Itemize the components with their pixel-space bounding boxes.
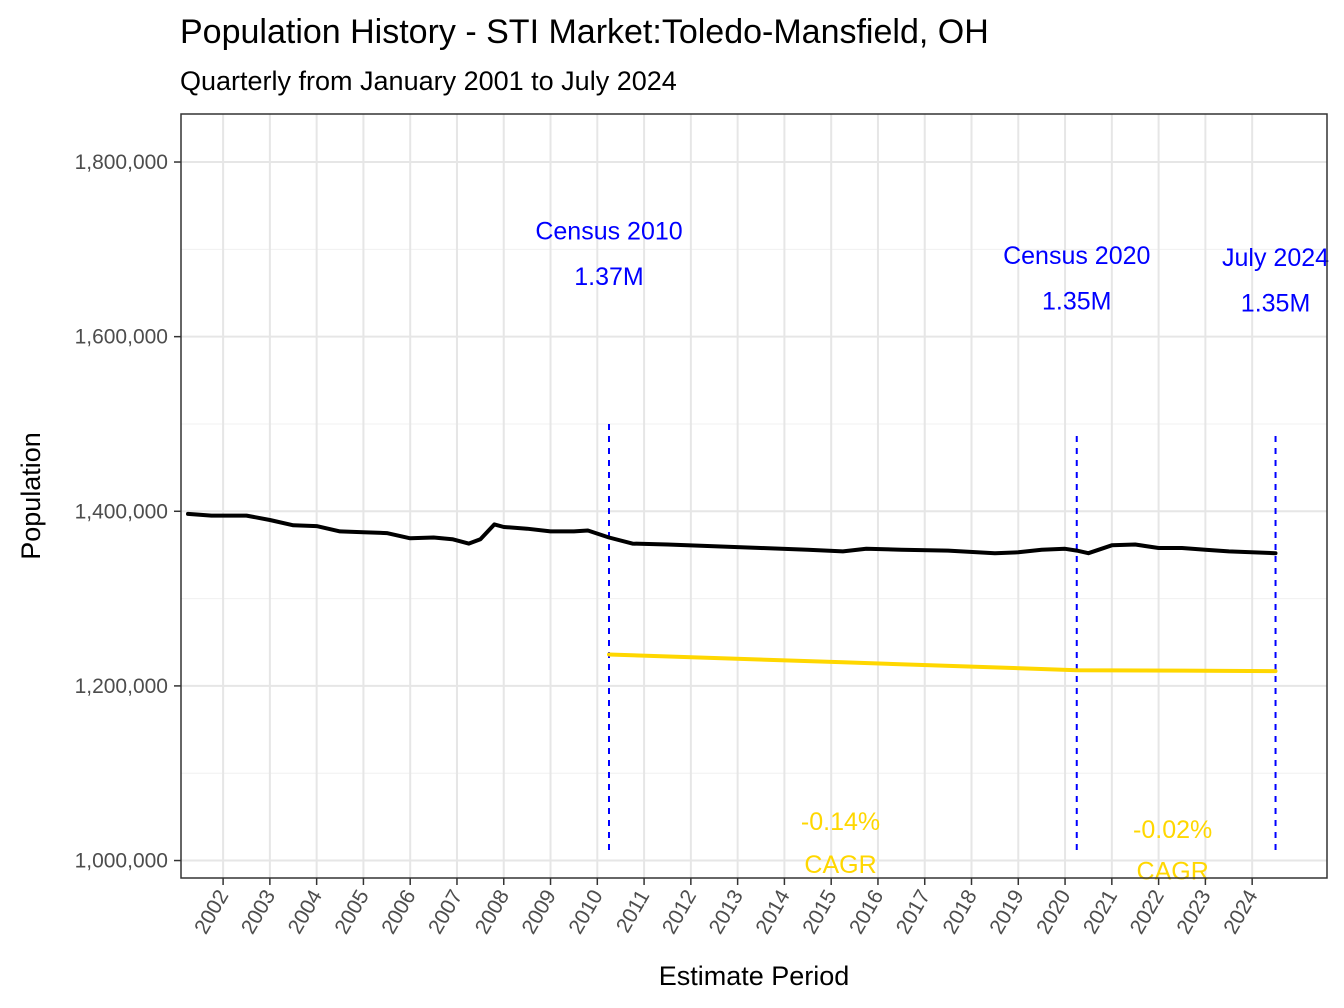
x-tick-label: 2013: [705, 886, 748, 938]
x-axis-ticks: 2002 2003 2004 2005 2006 2007 2008 2009 2010 2011…: [190, 878, 1263, 938]
census-2020-label: Census 2020: [1003, 242, 1150, 270]
y-tick-label: 1,800,000: [75, 151, 168, 174]
x-tick-label: 2009: [518, 886, 561, 938]
census-2010-value: 1.37M: [574, 263, 643, 291]
july-2024-value: 1.35M: [1241, 289, 1310, 317]
x-tick-label: 2014: [751, 886, 794, 938]
census-2020-value: 1.35M: [1042, 288, 1111, 316]
cagr-1-value: -0.14%: [801, 808, 880, 836]
y-axis-ticks: 1,000,000 1,200,000 1,400,000 1,600,000 1,80…: [75, 151, 181, 873]
x-tick-label: 2024: [1219, 886, 1262, 938]
x-tick-label: 2017: [892, 886, 935, 938]
chart-subtitle: Quarterly from January 2001 to July 2024: [180, 66, 677, 96]
cagr-2-label: CAGR: [1137, 858, 1209, 886]
x-tick-label: 2004: [284, 886, 327, 938]
x-tick-label: 2007: [424, 886, 467, 938]
chart-title: Population History - STI Market:Toledo-M…: [180, 13, 989, 51]
reference-lines: [607, 418, 1277, 851]
data-series: [186, 511, 1278, 674]
x-tick-label: 2003: [237, 886, 280, 938]
x-tick-label: 2019: [985, 886, 1028, 938]
x-tick-label: 2006: [377, 886, 420, 938]
y-tick-label: 1,200,000: [75, 675, 168, 698]
y-tick-label: 1,000,000: [75, 850, 168, 873]
x-tick-label: 2005: [330, 886, 373, 938]
x-axis-title: Estimate Period: [659, 961, 850, 991]
x-tick-label: 2016: [845, 886, 888, 938]
x-tick-label: 2015: [798, 886, 841, 938]
july-2024-label: July 2024: [1222, 244, 1329, 272]
y-tick-label: 1,400,000: [75, 500, 168, 523]
x-tick-label: 2023: [1172, 886, 1215, 938]
grid-lines: [181, 114, 1327, 878]
x-tick-label: 2020: [1032, 886, 1075, 938]
x-tick-label: 2002: [190, 886, 233, 938]
x-tick-label: 2010: [564, 886, 607, 938]
plot-panel-border: [180, 113, 1328, 879]
x-tick-label: 2018: [939, 886, 982, 938]
x-tick-label: 2021: [1079, 886, 1122, 938]
x-tick-label: 2022: [1126, 886, 1169, 938]
x-tick-label: 2012: [658, 886, 701, 938]
annotations: Census 2010 1.37M Census 2020 1.35M July 202…: [535, 218, 1329, 886]
population-line: [186, 511, 1278, 556]
y-tick-label: 1,600,000: [75, 326, 168, 349]
cagr-1-label: CAGR: [804, 851, 876, 879]
y-axis-title: Population: [16, 432, 46, 560]
x-tick-label: 2008: [471, 886, 514, 938]
cagr-trend-line: [607, 652, 1278, 674]
cagr-2-value: -0.02%: [1133, 816, 1212, 844]
x-tick-label: 2011: [612, 886, 655, 937]
census-2010-label: Census 2010: [535, 218, 682, 246]
